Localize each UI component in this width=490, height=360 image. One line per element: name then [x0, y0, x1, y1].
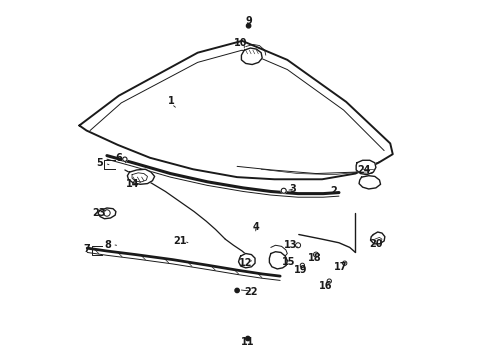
Text: 1: 1 [168, 96, 175, 106]
Text: 7: 7 [83, 244, 90, 254]
Text: 12: 12 [239, 258, 252, 268]
Circle shape [104, 210, 110, 216]
Polygon shape [242, 48, 262, 64]
Polygon shape [359, 176, 381, 189]
Polygon shape [370, 232, 385, 244]
Text: 11: 11 [241, 337, 255, 347]
Polygon shape [79, 41, 393, 179]
Text: 9: 9 [245, 17, 252, 27]
Text: 23: 23 [92, 208, 105, 218]
Text: 16: 16 [319, 281, 332, 291]
Text: 5: 5 [97, 158, 103, 168]
Text: 3: 3 [289, 184, 295, 194]
Text: 15: 15 [282, 257, 295, 267]
Circle shape [314, 252, 318, 257]
Text: 22: 22 [245, 287, 258, 297]
Text: 13: 13 [284, 240, 297, 250]
Text: 4: 4 [252, 222, 259, 231]
Text: 10: 10 [234, 38, 247, 48]
Text: 21: 21 [173, 236, 187, 246]
Text: 6: 6 [115, 153, 122, 163]
Polygon shape [127, 169, 155, 184]
Circle shape [281, 188, 286, 193]
Text: 24: 24 [357, 165, 371, 175]
Text: 17: 17 [334, 262, 348, 272]
Circle shape [295, 243, 300, 248]
Text: 18: 18 [308, 253, 322, 263]
Text: 14: 14 [126, 179, 140, 189]
Circle shape [246, 24, 251, 28]
Circle shape [300, 263, 304, 267]
Circle shape [343, 261, 347, 265]
Circle shape [245, 336, 250, 341]
Polygon shape [356, 160, 376, 175]
Polygon shape [270, 252, 287, 269]
Circle shape [327, 279, 331, 283]
Circle shape [122, 157, 127, 161]
Polygon shape [239, 253, 255, 268]
Text: 20: 20 [369, 239, 383, 249]
Polygon shape [98, 208, 116, 219]
Text: 8: 8 [104, 239, 111, 249]
Circle shape [235, 288, 239, 293]
Text: 2: 2 [331, 186, 337, 196]
Text: 19: 19 [294, 265, 307, 275]
